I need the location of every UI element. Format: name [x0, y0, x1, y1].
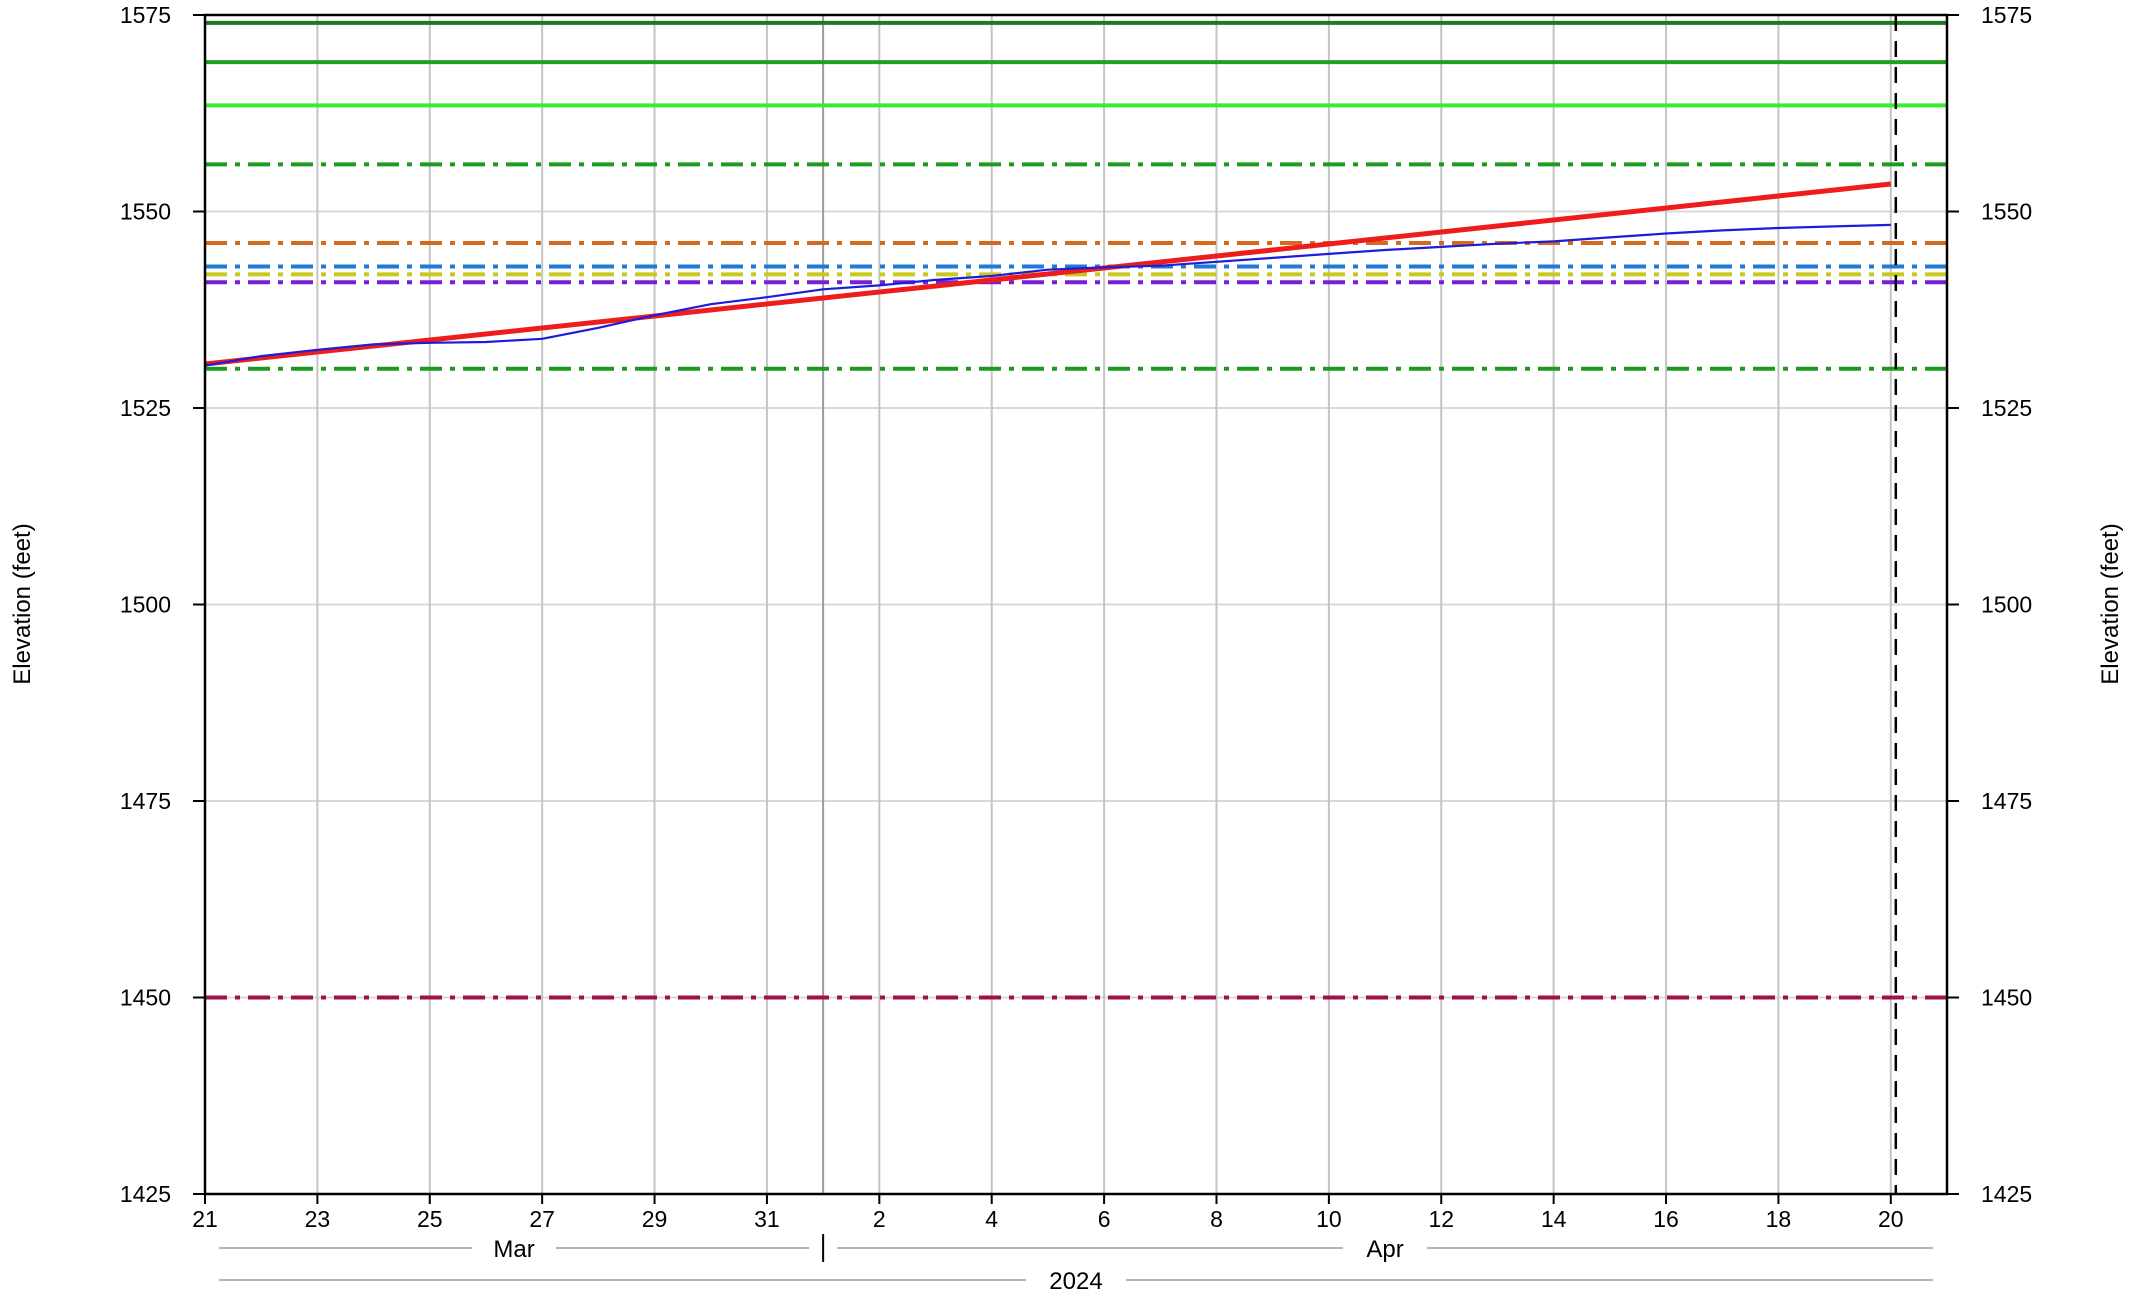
- y-tick-label-left: 1475: [120, 788, 171, 814]
- y-tick-label-right: 1500: [1981, 592, 2032, 618]
- month-label: Mar: [493, 1236, 534, 1263]
- x-tick-label: 31: [754, 1206, 780, 1232]
- trend-line: [204, 181, 1892, 367]
- x-tick-label: 4: [985, 1206, 998, 1232]
- year-label: 2024: [1049, 1268, 1102, 1290]
- y-tick-label-right: 1475: [1981, 788, 2032, 814]
- y-tick-label-right: 1525: [1981, 395, 2032, 421]
- y-tick-label-left: 1425: [120, 1181, 171, 1207]
- x-tick-label: 16: [1653, 1206, 1679, 1232]
- x-tick-label: 14: [1541, 1206, 1567, 1232]
- x-tick-label: 29: [642, 1206, 668, 1232]
- x-tick-label: 10: [1316, 1206, 1342, 1232]
- y-tick-label-left: 1525: [120, 395, 171, 421]
- plot-frame: [193, 13, 1959, 1204]
- x-tick-label: 12: [1428, 1206, 1454, 1232]
- y-tick-label-right: 1550: [1981, 199, 2032, 225]
- x-tick-label: 2: [873, 1206, 886, 1232]
- y-axis-title-left: Elevation (feet): [9, 523, 36, 684]
- y-tick-label-right: 1425: [1981, 1181, 2032, 1207]
- grid: [204, 14, 1947, 1195]
- observed-elevation-line: [204, 223, 1891, 367]
- x-tick-label: 25: [417, 1206, 443, 1232]
- x-tick-label: 6: [1098, 1206, 1111, 1232]
- x-tick-label: 20: [1878, 1206, 1904, 1232]
- x-tick-label: 23: [305, 1206, 331, 1232]
- y-tick-label-right: 1575: [1981, 2, 2032, 28]
- series-lines: [204, 181, 1892, 367]
- x-tick-label: 21: [192, 1206, 218, 1232]
- reference-lines: [205, 20, 1947, 1000]
- x-tick-label: 8: [1210, 1206, 1223, 1232]
- y-tick-label-right: 1450: [1981, 985, 2032, 1011]
- x-tick-label: 18: [1766, 1206, 1792, 1232]
- y-axis-title-right: Elevation (feet): [2097, 523, 2124, 684]
- y-tick-label-left: 1575: [120, 2, 171, 28]
- plot-border: [203, 13, 1949, 1196]
- x-tick-label: 27: [529, 1206, 555, 1232]
- y-tick-label-left: 1450: [120, 985, 171, 1011]
- y-tick-label-left: 1500: [120, 592, 171, 618]
- month-label: Apr: [1366, 1236, 1403, 1263]
- y-tick-label-left: 1550: [120, 199, 171, 225]
